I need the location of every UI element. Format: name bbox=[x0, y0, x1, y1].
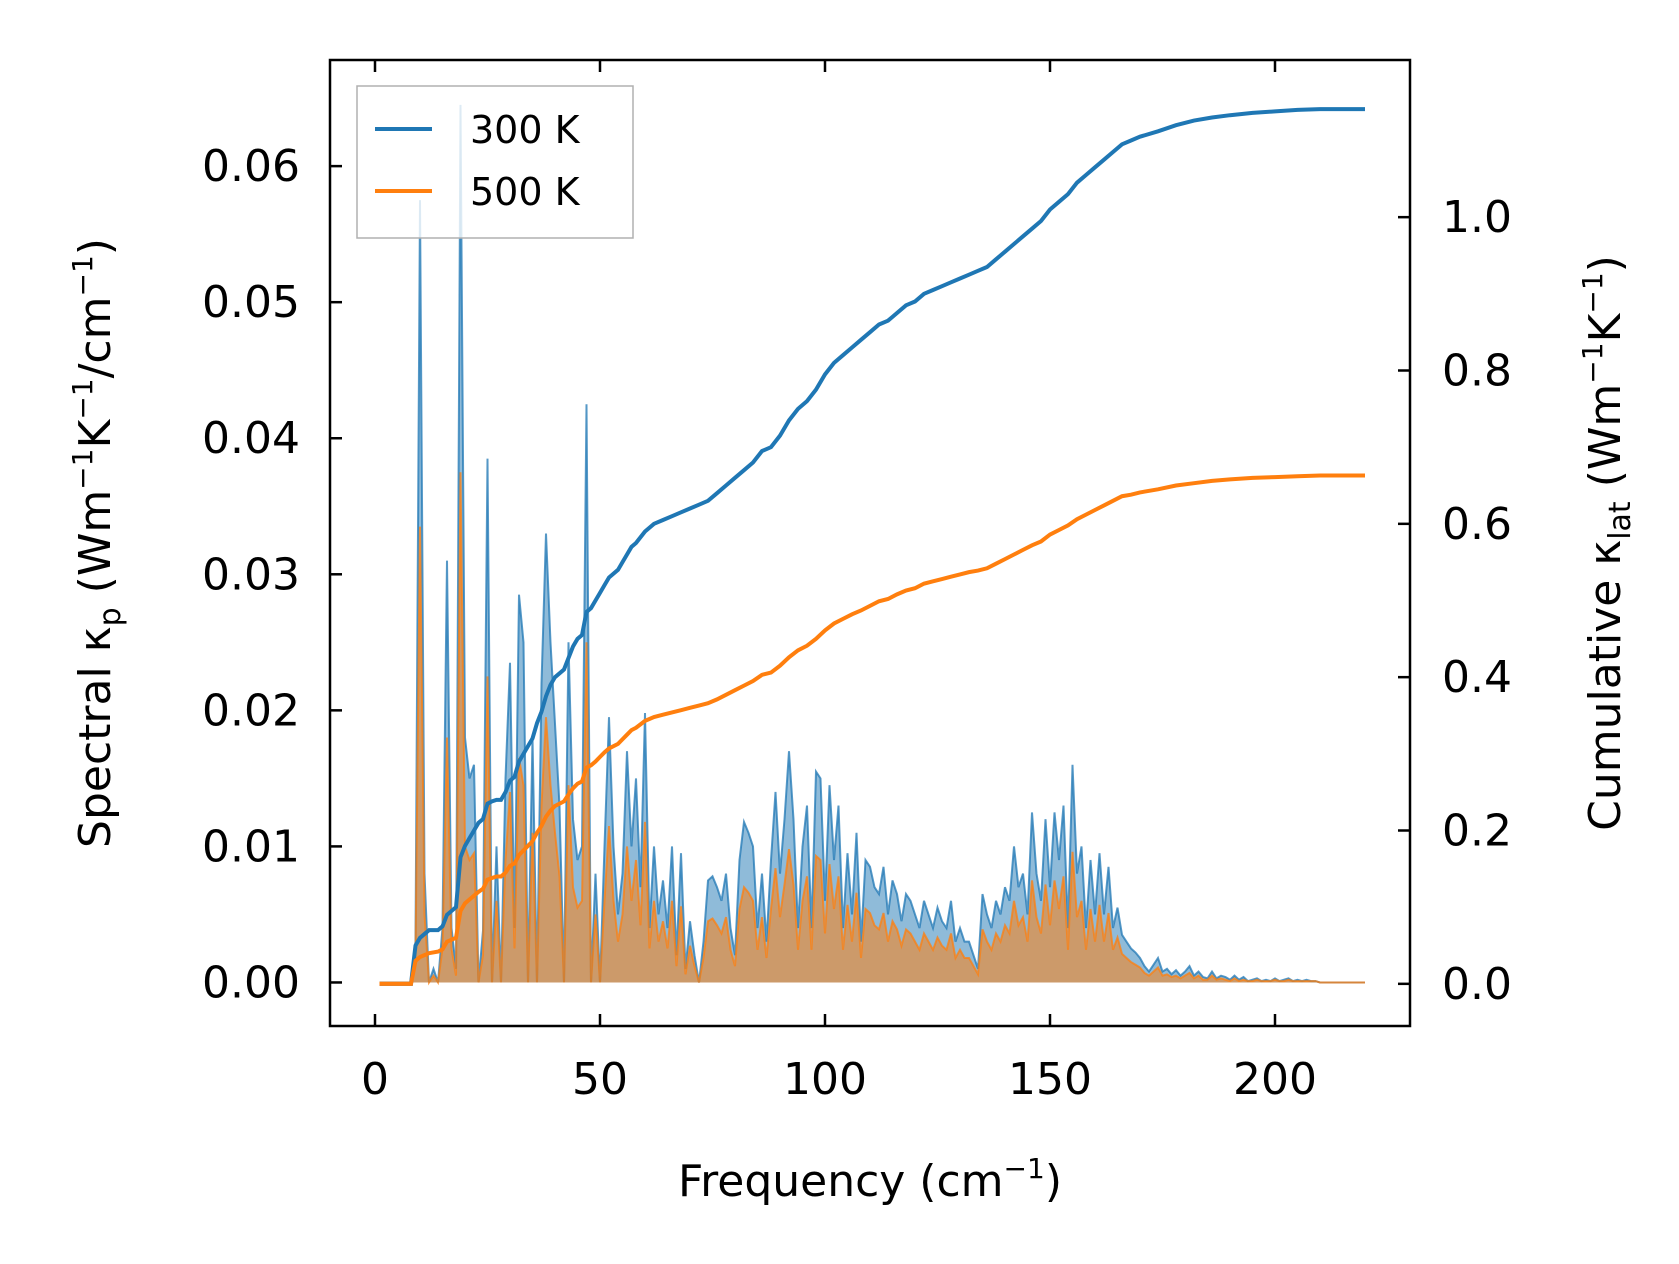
y-right-tick-label-3: 0.6 bbox=[1442, 499, 1512, 550]
tick-layer: 0 50 100 150 200 0.00 0.01 0.02 0.03 0.04 0.05 0.06… bbox=[202, 60, 1512, 1105]
legend: 300 K 500 K bbox=[356, 85, 634, 239]
x-tick-label-0: 0 bbox=[361, 1054, 389, 1105]
legend-label-300k: 300 K bbox=[470, 108, 581, 152]
x-tick-label-150: 150 bbox=[1008, 1054, 1092, 1105]
x-axis-label: Frequency (cm−1) bbox=[678, 1152, 1062, 1207]
y-axis-left-label: Spectral κp (Wm−1K−1/cm−1) bbox=[66, 238, 128, 848]
y-left-tick-label-6: 0.06 bbox=[202, 141, 300, 192]
y-right-tick-label-0: 0.0 bbox=[1442, 959, 1512, 1010]
y-left-tick-label-0: 0.00 bbox=[202, 957, 300, 1008]
cumulative-line-500k bbox=[379, 473, 1365, 986]
x-tick-label-50: 50 bbox=[572, 1054, 628, 1105]
y-right-tick-label-1: 0.2 bbox=[1442, 806, 1512, 857]
legend-box bbox=[356, 85, 634, 239]
spectral-line-300k bbox=[379, 104, 1365, 984]
x-tick-label-200: 200 bbox=[1233, 1054, 1317, 1105]
y-left-tick-label-2: 0.02 bbox=[202, 685, 300, 736]
plot-frame bbox=[328, 58, 1412, 1028]
y-right-tick-label-5: 1.0 bbox=[1442, 192, 1512, 243]
x-tick-label-100: 100 bbox=[783, 1054, 867, 1105]
y-left-tick-label-4: 0.04 bbox=[202, 413, 300, 464]
y-right-tick-label-4: 0.8 bbox=[1442, 346, 1512, 397]
spectral-line-500k bbox=[379, 472, 1365, 986]
y-left-tick-label-5: 0.05 bbox=[202, 277, 300, 328]
series-layer bbox=[379, 104, 1365, 986]
y-left-tick-label-3: 0.03 bbox=[202, 549, 300, 600]
legend-label-500k: 500 K bbox=[470, 170, 581, 214]
y-right-tick-label-2: 0.4 bbox=[1442, 652, 1512, 703]
y-axis-right-label: Cumulative κlat (Wm−1K−1) bbox=[1576, 255, 1638, 831]
y-left-tick-label-1: 0.01 bbox=[202, 821, 300, 872]
cumulative-line-300k bbox=[379, 107, 1365, 986]
